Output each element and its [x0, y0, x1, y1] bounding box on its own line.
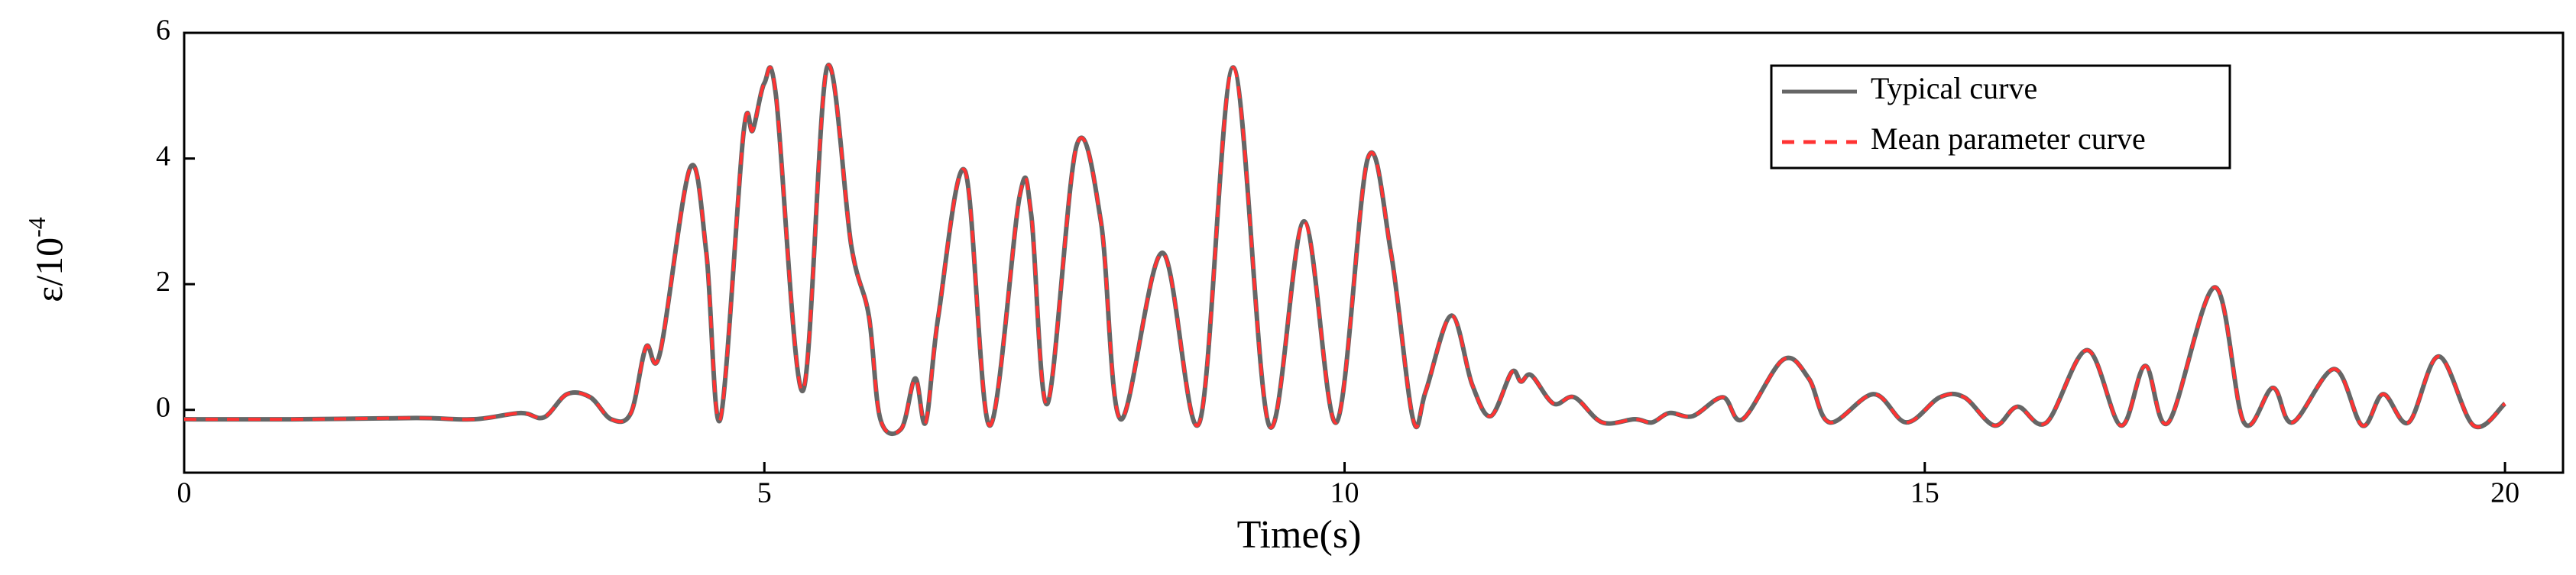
y-tick-label: 2: [156, 266, 170, 298]
series-line: [183, 63, 2506, 435]
plot-frame: [183, 31, 2565, 474]
legend-label: Typical curve: [1871, 71, 2037, 105]
y-axis-title-superscript: -4: [23, 217, 50, 237]
y-tick-label: 4: [156, 140, 170, 172]
y-axis-title: ε/10-4: [23, 217, 70, 302]
x-tick-label: 10: [1330, 477, 1359, 509]
x-axis-title: Time(s): [1237, 513, 1362, 557]
legend-box: [1770, 64, 2231, 170]
x-tick-label: 20: [2490, 477, 2519, 509]
y-axis-title-base: ε/10: [28, 237, 70, 302]
x-tick-label: 0: [177, 477, 192, 509]
x-tick-label: 15: [1910, 477, 1939, 509]
x-tick-label: 5: [757, 477, 772, 509]
y-tick-label: 6: [156, 15, 170, 47]
legend-label: Mean parameter curve: [1871, 121, 2146, 156]
y-tick-label: 0: [156, 391, 170, 423]
